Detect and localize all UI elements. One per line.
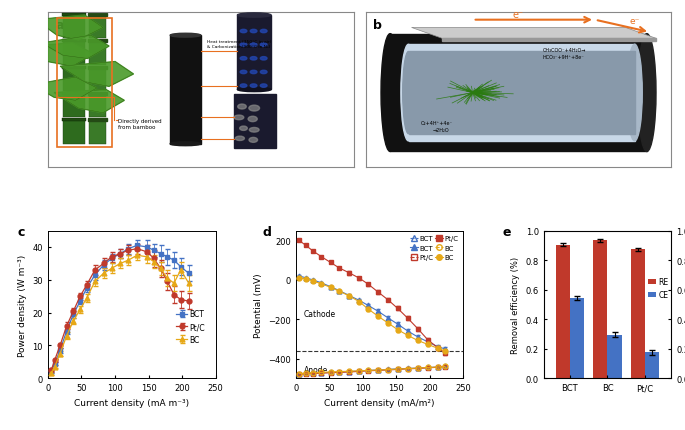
Bar [88, 119, 108, 122]
Bar [631, 249, 645, 378]
Polygon shape [408, 52, 634, 134]
Bar [88, 40, 108, 43]
X-axis label: Current density (mA m⁻³): Current density (mA m⁻³) [74, 398, 189, 407]
Bar [570, 298, 584, 378]
Ellipse shape [401, 45, 416, 141]
Polygon shape [390, 34, 647, 152]
Bar [89, 42, 106, 65]
Bar [89, 69, 106, 92]
Polygon shape [54, 90, 125, 114]
Ellipse shape [250, 58, 257, 61]
Polygon shape [408, 45, 634, 141]
Bar [88, 67, 108, 69]
Bar [238, 16, 271, 90]
Polygon shape [29, 44, 94, 67]
Text: c: c [18, 225, 25, 238]
Bar [63, 69, 85, 92]
Bar [62, 67, 86, 69]
Ellipse shape [260, 85, 267, 88]
Ellipse shape [170, 34, 201, 38]
Bar [89, 16, 106, 39]
Ellipse shape [249, 138, 258, 143]
Text: d: d [262, 225, 271, 238]
Text: O₂+4H⁺+4e⁻: O₂+4H⁺+4e⁻ [421, 120, 453, 125]
Ellipse shape [240, 58, 247, 61]
Ellipse shape [238, 105, 247, 110]
Ellipse shape [238, 14, 271, 18]
Y-axis label: Power density (W m⁻³): Power density (W m⁻³) [18, 254, 27, 356]
Polygon shape [60, 62, 134, 87]
Ellipse shape [260, 58, 267, 61]
Polygon shape [442, 39, 656, 42]
Ellipse shape [240, 44, 247, 47]
Bar [645, 353, 659, 378]
Ellipse shape [260, 30, 267, 34]
Ellipse shape [260, 71, 267, 74]
Ellipse shape [249, 128, 259, 133]
Ellipse shape [250, 85, 257, 88]
Ellipse shape [240, 127, 247, 131]
Ellipse shape [170, 142, 201, 146]
Bar [62, 14, 86, 17]
Ellipse shape [234, 116, 244, 120]
Bar [593, 241, 608, 378]
Bar [63, 16, 85, 39]
Text: e⁻: e⁻ [513, 10, 524, 20]
Text: CH₃COO⁻+4H₂O→: CH₃COO⁻+4H₂O→ [543, 48, 586, 52]
Ellipse shape [248, 117, 258, 123]
Polygon shape [36, 16, 103, 41]
Ellipse shape [627, 45, 643, 141]
Ellipse shape [235, 137, 245, 141]
Text: Directly derived
from bamboo: Directly derived from bamboo [119, 119, 162, 130]
Bar [170, 36, 201, 144]
Polygon shape [33, 78, 97, 101]
Legend: BCT, Pt/C, BC: BCT, Pt/C, BC [173, 307, 208, 347]
Ellipse shape [250, 44, 257, 47]
Legend: BCT, BCT, Pt/C, Pt/C, BC, BC: BCT, BCT, Pt/C, Pt/C, BC, BC [408, 234, 460, 262]
Text: a: a [55, 19, 64, 32]
Ellipse shape [240, 30, 247, 34]
Bar [63, 42, 85, 65]
X-axis label: Current density (mA/m²): Current density (mA/m²) [324, 398, 435, 407]
Legend: RE, CE: RE, CE [647, 276, 670, 301]
Ellipse shape [381, 34, 399, 152]
Bar [63, 95, 85, 118]
Ellipse shape [240, 71, 247, 74]
Bar [57, 19, 112, 147]
Text: Anode: Anode [304, 365, 328, 374]
Bar [88, 14, 108, 17]
Ellipse shape [250, 71, 257, 74]
Bar [62, 93, 86, 95]
Bar [556, 245, 570, 378]
Ellipse shape [638, 34, 656, 152]
Bar [89, 121, 106, 144]
Text: →2H₂O: →2H₂O [433, 128, 449, 133]
Bar [62, 40, 86, 43]
Polygon shape [412, 28, 656, 39]
Ellipse shape [250, 30, 257, 34]
Bar [62, 119, 86, 122]
Ellipse shape [238, 88, 271, 92]
Ellipse shape [240, 85, 247, 88]
Bar [63, 121, 85, 144]
Text: Heat treatment (350°C in air)
& Carbonization(900°C in N₂): Heat treatment (350°C in air) & Carboniz… [207, 40, 271, 49]
Bar [234, 95, 275, 149]
Ellipse shape [403, 52, 414, 134]
Bar [88, 93, 108, 95]
Bar [608, 335, 622, 378]
Text: HCO₃⁻+9H⁺+8e⁻: HCO₃⁻+9H⁺+8e⁻ [543, 55, 585, 59]
Text: Cathode: Cathode [304, 309, 336, 318]
Ellipse shape [249, 106, 260, 112]
Polygon shape [42, 36, 109, 59]
Ellipse shape [260, 44, 267, 47]
Text: e: e [503, 225, 511, 238]
Text: b: b [373, 19, 382, 32]
Text: e⁻: e⁻ [630, 17, 640, 26]
Y-axis label: Potential (mV): Potential (mV) [253, 273, 262, 337]
Bar [89, 95, 106, 118]
Y-axis label: Removal efficiency (%): Removal efficiency (%) [511, 256, 520, 353]
